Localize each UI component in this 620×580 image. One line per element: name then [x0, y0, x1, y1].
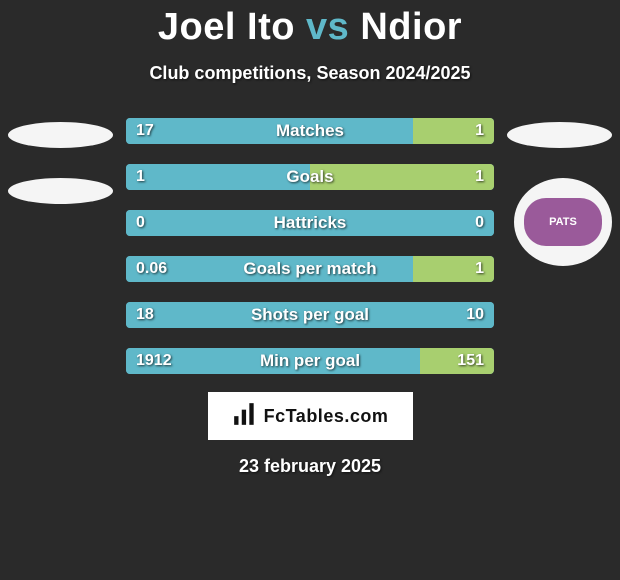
bar-fill-left	[126, 210, 494, 236]
stat-bar: 1810Shots per goal	[126, 302, 494, 328]
bar-value-right: 1	[475, 164, 484, 190]
bar-fill-left	[126, 118, 413, 144]
title-vs: vs	[306, 6, 349, 48]
bar-value-left: 0.06	[136, 256, 167, 282]
stat-bar: 11Goals	[126, 164, 494, 190]
bar-value-right: 1	[475, 256, 484, 282]
bar-value-right: 10	[466, 302, 484, 328]
bar-value-left: 17	[136, 118, 154, 144]
chart-icon	[232, 401, 258, 432]
comparison-card: Joel Ito vs Ndior Club competitions, Sea…	[0, 0, 620, 477]
subtitle: Club competitions, Season 2024/2025	[149, 63, 470, 84]
title-player1: Joel Ito	[158, 6, 295, 48]
stat-bar: 0.061Goals per match	[126, 256, 494, 282]
bar-value-left: 1	[136, 164, 145, 190]
bar-value-right: 0	[475, 210, 484, 236]
stat-bar: 171Matches	[126, 118, 494, 144]
title-player2: Ndior	[360, 6, 462, 48]
player2-club-crest: PATS	[514, 178, 612, 266]
footer-logo-text: FcTables.com	[264, 406, 389, 427]
footer-date: 23 february 2025	[239, 456, 381, 477]
player1-club-placeholder	[8, 178, 113, 204]
bar-value-left: 18	[136, 302, 154, 328]
bar-fill-left	[126, 164, 310, 190]
footer-logo-box: FcTables.com	[208, 392, 413, 440]
stat-bar: 1912151Min per goal	[126, 348, 494, 374]
main-row: 171Matches11Goals00Hattricks0.061Goals p…	[0, 118, 620, 374]
bar-value-right: 151	[457, 348, 484, 374]
stat-bars: 171Matches11Goals00Hattricks0.061Goals p…	[120, 118, 500, 374]
player2-avatar-placeholder	[507, 122, 612, 148]
page-title: Joel Ito vs Ndior	[158, 6, 462, 49]
bar-value-left: 1912	[136, 348, 172, 374]
stat-bar: 00Hattricks	[126, 210, 494, 236]
bar-value-left: 0	[136, 210, 145, 236]
right-column: PATS	[500, 118, 620, 374]
bar-fill-left	[126, 256, 413, 282]
left-column	[0, 118, 120, 374]
player1-avatar-placeholder	[8, 122, 113, 148]
bar-fill-right	[310, 164, 494, 190]
bar-fill-left	[126, 302, 494, 328]
bar-value-right: 1	[475, 118, 484, 144]
club-crest-label: PATS	[524, 198, 602, 246]
